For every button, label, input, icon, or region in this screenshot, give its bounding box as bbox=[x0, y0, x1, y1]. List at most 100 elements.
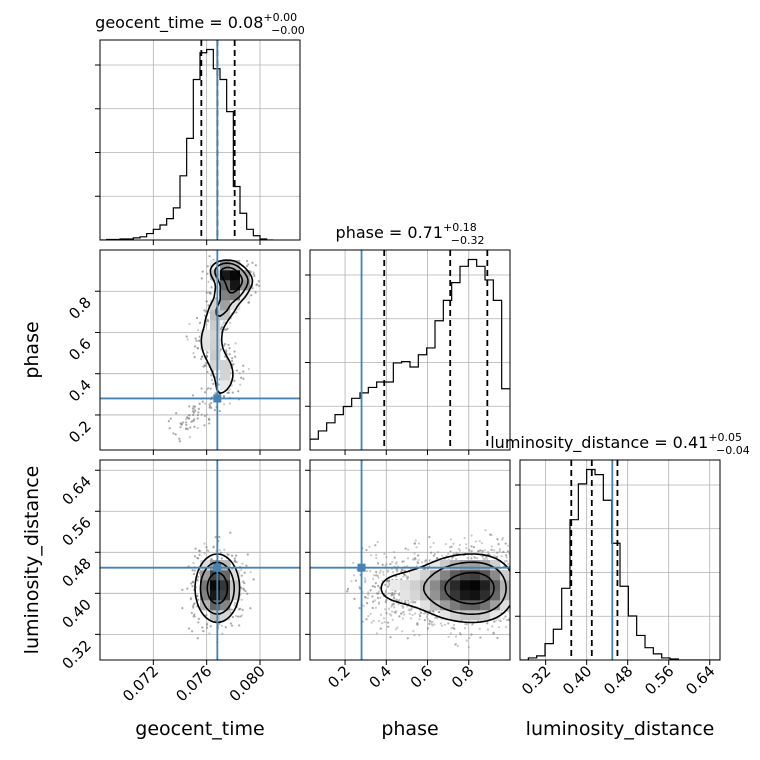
sample-point bbox=[366, 597, 369, 600]
sample-point bbox=[366, 602, 369, 605]
density-bin bbox=[220, 370, 231, 381]
sample-point bbox=[201, 626, 204, 629]
sample-point bbox=[406, 637, 409, 640]
sample-point bbox=[212, 545, 216, 548]
density-bin bbox=[450, 570, 461, 581]
density-bin bbox=[230, 570, 241, 581]
density-bin bbox=[470, 560, 481, 571]
sample-point bbox=[369, 589, 372, 592]
sample-point bbox=[167, 420, 170, 423]
x-tick-label: 0.076 bbox=[172, 662, 215, 705]
sample-point bbox=[386, 579, 390, 582]
density-bin bbox=[390, 580, 401, 591]
sample-point bbox=[473, 556, 476, 559]
sample-point bbox=[193, 425, 196, 428]
sample-point bbox=[228, 402, 231, 405]
sample-point bbox=[430, 551, 433, 554]
sample-point bbox=[205, 355, 208, 358]
y-tick-label: 0.32 bbox=[58, 636, 94, 672]
density-bin bbox=[220, 260, 231, 271]
sample-point bbox=[390, 605, 393, 608]
density-bin bbox=[220, 300, 231, 311]
sample-point bbox=[193, 615, 197, 618]
sample-point bbox=[408, 612, 411, 615]
sample-point bbox=[193, 418, 196, 421]
sample-point bbox=[403, 599, 407, 603]
sample-point bbox=[366, 602, 369, 605]
sample-point bbox=[195, 339, 198, 343]
sample-point bbox=[244, 589, 247, 593]
sample-point bbox=[243, 571, 246, 574]
sample-point bbox=[193, 418, 196, 421]
sample-point bbox=[426, 627, 430, 630]
sample-point bbox=[429, 620, 432, 624]
sample-point bbox=[478, 549, 481, 553]
sample-point bbox=[208, 403, 211, 406]
sample-point bbox=[376, 562, 380, 565]
sample-point bbox=[398, 594, 401, 597]
sample-point bbox=[234, 554, 238, 557]
sample-point bbox=[395, 568, 398, 571]
sample-point bbox=[452, 623, 456, 627]
sample-point bbox=[392, 597, 396, 600]
sample-point bbox=[181, 607, 184, 610]
y-axis-label: phase bbox=[21, 321, 43, 378]
sample-point bbox=[449, 632, 452, 635]
sample-point bbox=[198, 402, 201, 405]
sample-point bbox=[198, 402, 201, 405]
sample-point bbox=[501, 538, 504, 541]
sample-point bbox=[208, 422, 211, 425]
sample-point bbox=[373, 585, 376, 589]
sample-point bbox=[385, 612, 388, 615]
sample-point bbox=[193, 569, 196, 572]
sample-point bbox=[240, 376, 243, 379]
sample-point bbox=[192, 572, 196, 576]
sample-point bbox=[432, 554, 436, 557]
panel-title: luminosity_distance = 0.41+0.05 −0.04 bbox=[490, 431, 750, 457]
sample-point bbox=[246, 592, 249, 595]
sample-point bbox=[202, 630, 205, 633]
sample-point bbox=[205, 546, 208, 549]
sample-point bbox=[381, 622, 384, 625]
sample-point bbox=[419, 615, 422, 618]
sample-point bbox=[412, 630, 415, 633]
density-bin bbox=[220, 580, 231, 591]
sample-point bbox=[385, 599, 388, 602]
sample-point bbox=[209, 405, 212, 408]
sample-point bbox=[202, 365, 205, 368]
sample-point bbox=[237, 608, 241, 611]
sample-point bbox=[200, 387, 203, 390]
sample-point bbox=[505, 559, 508, 563]
density-bin bbox=[240, 280, 251, 291]
sample-point bbox=[449, 550, 452, 553]
sample-point bbox=[209, 292, 213, 295]
sample-point bbox=[400, 599, 403, 603]
sample-point bbox=[189, 596, 193, 599]
sample-point bbox=[178, 440, 181, 443]
sample-point bbox=[353, 597, 356, 600]
sample-point bbox=[207, 387, 210, 390]
sample-point bbox=[465, 639, 468, 642]
sample-point bbox=[354, 579, 357, 582]
density-bin bbox=[210, 360, 221, 371]
density-contour bbox=[444, 571, 495, 605]
sample-point bbox=[353, 597, 356, 600]
sample-point bbox=[441, 554, 444, 557]
sample-point bbox=[247, 301, 251, 304]
sample-point bbox=[402, 560, 406, 563]
sample-point bbox=[184, 421, 188, 424]
sample-point bbox=[225, 328, 228, 331]
sample-point bbox=[233, 604, 236, 607]
sample-point bbox=[405, 576, 409, 579]
sample-point bbox=[377, 619, 381, 623]
sample-point bbox=[237, 615, 240, 618]
density-bin bbox=[220, 380, 231, 391]
sample-point bbox=[358, 606, 361, 610]
sample-point bbox=[189, 598, 192, 601]
sample-point bbox=[448, 546, 452, 549]
sample-point bbox=[203, 424, 206, 427]
sample-point bbox=[507, 618, 510, 622]
sample-point bbox=[194, 547, 197, 550]
sample-point bbox=[497, 626, 501, 629]
